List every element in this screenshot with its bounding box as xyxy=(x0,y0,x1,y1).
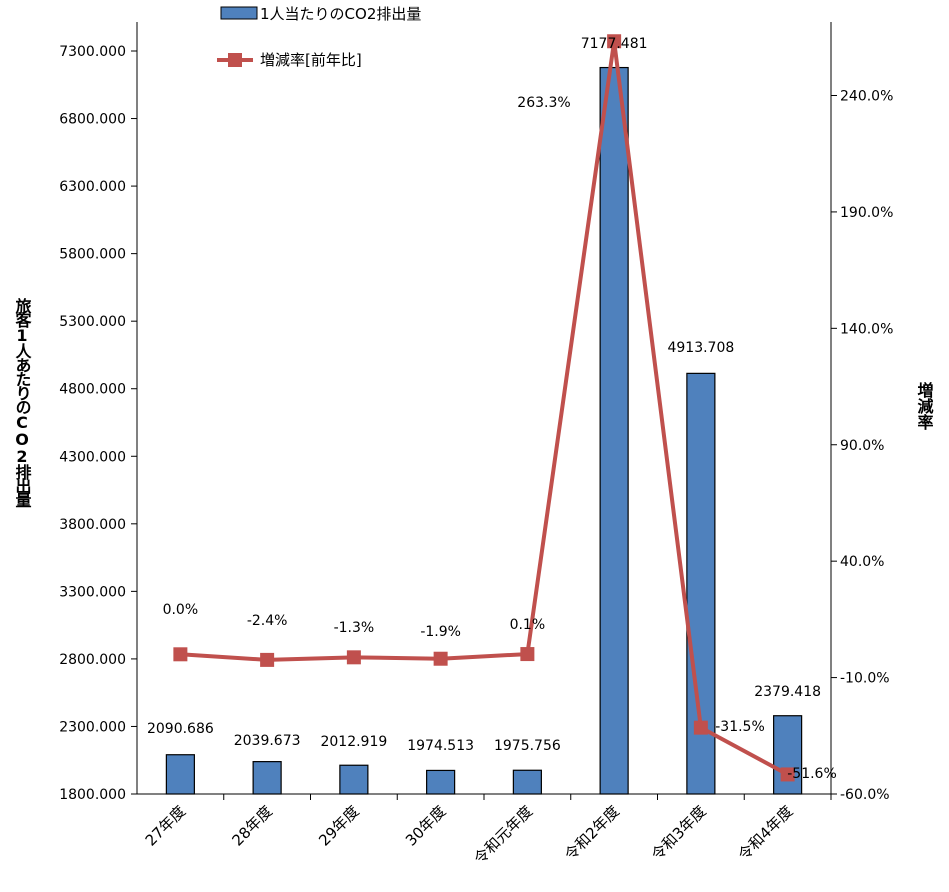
line-group xyxy=(173,34,795,782)
y-left-tick-label: 5300.000 xyxy=(59,314,126,330)
x-tick-label: 令和元年度 xyxy=(470,802,536,868)
x-tick-label: 27年度 xyxy=(142,802,189,849)
line-point-marker xyxy=(433,651,448,666)
x-tick-label: 28年度 xyxy=(229,802,276,849)
bar-data-label: 2379.418 xyxy=(754,684,821,700)
y-right-tick-label: 40.0% xyxy=(840,554,884,570)
bar-data-label: 2090.686 xyxy=(147,721,214,737)
y-left-tick-label: 7300.000 xyxy=(59,44,126,60)
y-right-tick-label: -60.0% xyxy=(840,787,890,803)
y-right-axis-title: 増減率 xyxy=(915,381,934,431)
line-point-marker xyxy=(693,720,708,735)
y-left-tick-label: 3300.000 xyxy=(59,584,126,600)
line-series-path xyxy=(180,39,789,777)
bar-mark xyxy=(599,66,629,795)
line-point-marker xyxy=(346,650,361,665)
x-tick-label: 令和4年度 xyxy=(735,802,797,864)
y-left-tick-label: 4300.000 xyxy=(59,449,126,465)
bar-data-label: 1975.756 xyxy=(494,738,561,754)
y-right-tick-label: -10.0% xyxy=(840,671,890,687)
line-data-label: -2.4% xyxy=(247,613,288,629)
y-left-tick-label: 5800.000 xyxy=(59,247,126,263)
line-data-label: -51.6% xyxy=(787,766,837,782)
line-data-label: -1.3% xyxy=(334,620,375,636)
bars-group xyxy=(165,66,803,795)
bar-mark xyxy=(512,769,542,795)
labels-group: 2090.686 2039.673 2012.919 1974.513 1975.756… xyxy=(147,36,837,782)
bar-data-label: 7177.481 xyxy=(581,36,648,52)
bar-mark xyxy=(339,764,369,795)
legend-line-marker xyxy=(228,53,242,67)
line-point-marker xyxy=(173,647,188,662)
y-left-tick-label: 1800.000 xyxy=(59,787,126,803)
line-data-label: 0.1% xyxy=(510,617,546,633)
line-point-marker xyxy=(780,767,795,782)
line-data-label: -31.5% xyxy=(715,719,765,735)
x-tick-label: 30年度 xyxy=(402,802,449,849)
bar-mark xyxy=(773,715,803,795)
bar-data-label: 2012.919 xyxy=(320,734,387,750)
bar-mark xyxy=(426,769,456,795)
bar-mark xyxy=(165,754,195,795)
axes-group: 1800.000 2300.000 2800.000 3300.000 3800.000… xyxy=(13,22,934,868)
legend-line-label: 増減率[前年比] xyxy=(260,51,362,69)
y-left-axis-title: 旅客1人あたりのCO2排出量 xyxy=(13,297,32,508)
y-left-tick-label: 6300.000 xyxy=(59,179,126,195)
x-tick-label: 令和2年度 xyxy=(561,802,623,864)
bar-data-label: 1974.513 xyxy=(407,738,474,754)
y-left-tick-label: 6800.000 xyxy=(59,112,126,128)
y-right-tick-label: 90.0% xyxy=(840,438,884,454)
y-left-tick-label: 2800.000 xyxy=(59,652,126,668)
y-left-tick-label: 4800.000 xyxy=(59,382,126,398)
x-tick-label: 令和3年度 xyxy=(648,802,710,864)
line-data-label: 0.0% xyxy=(163,602,199,618)
y-left-tick-label: 2300.000 xyxy=(59,719,126,735)
legend-bar-label: 1人当たりのCO2排出量 xyxy=(260,5,421,23)
x-tick-label: 29年度 xyxy=(315,802,362,849)
line-point-marker xyxy=(260,652,275,667)
y-right-tick-label: 240.0% xyxy=(840,89,893,105)
bar-mark xyxy=(252,761,282,795)
y-right-tick-label: 190.0% xyxy=(840,205,893,221)
line-point-marker xyxy=(607,34,622,49)
bar-data-label: 2039.673 xyxy=(234,733,301,749)
y-left-tick-label: 3800.000 xyxy=(59,517,126,533)
y-right-tick-label: 140.0% xyxy=(840,321,893,337)
line-data-label: -1.9% xyxy=(420,624,461,640)
line-data-label: 263.3% xyxy=(517,95,570,111)
line-point-marker xyxy=(520,647,535,662)
legend-bar-swatch xyxy=(220,6,258,20)
bar-data-label: 4913.708 xyxy=(667,340,734,356)
